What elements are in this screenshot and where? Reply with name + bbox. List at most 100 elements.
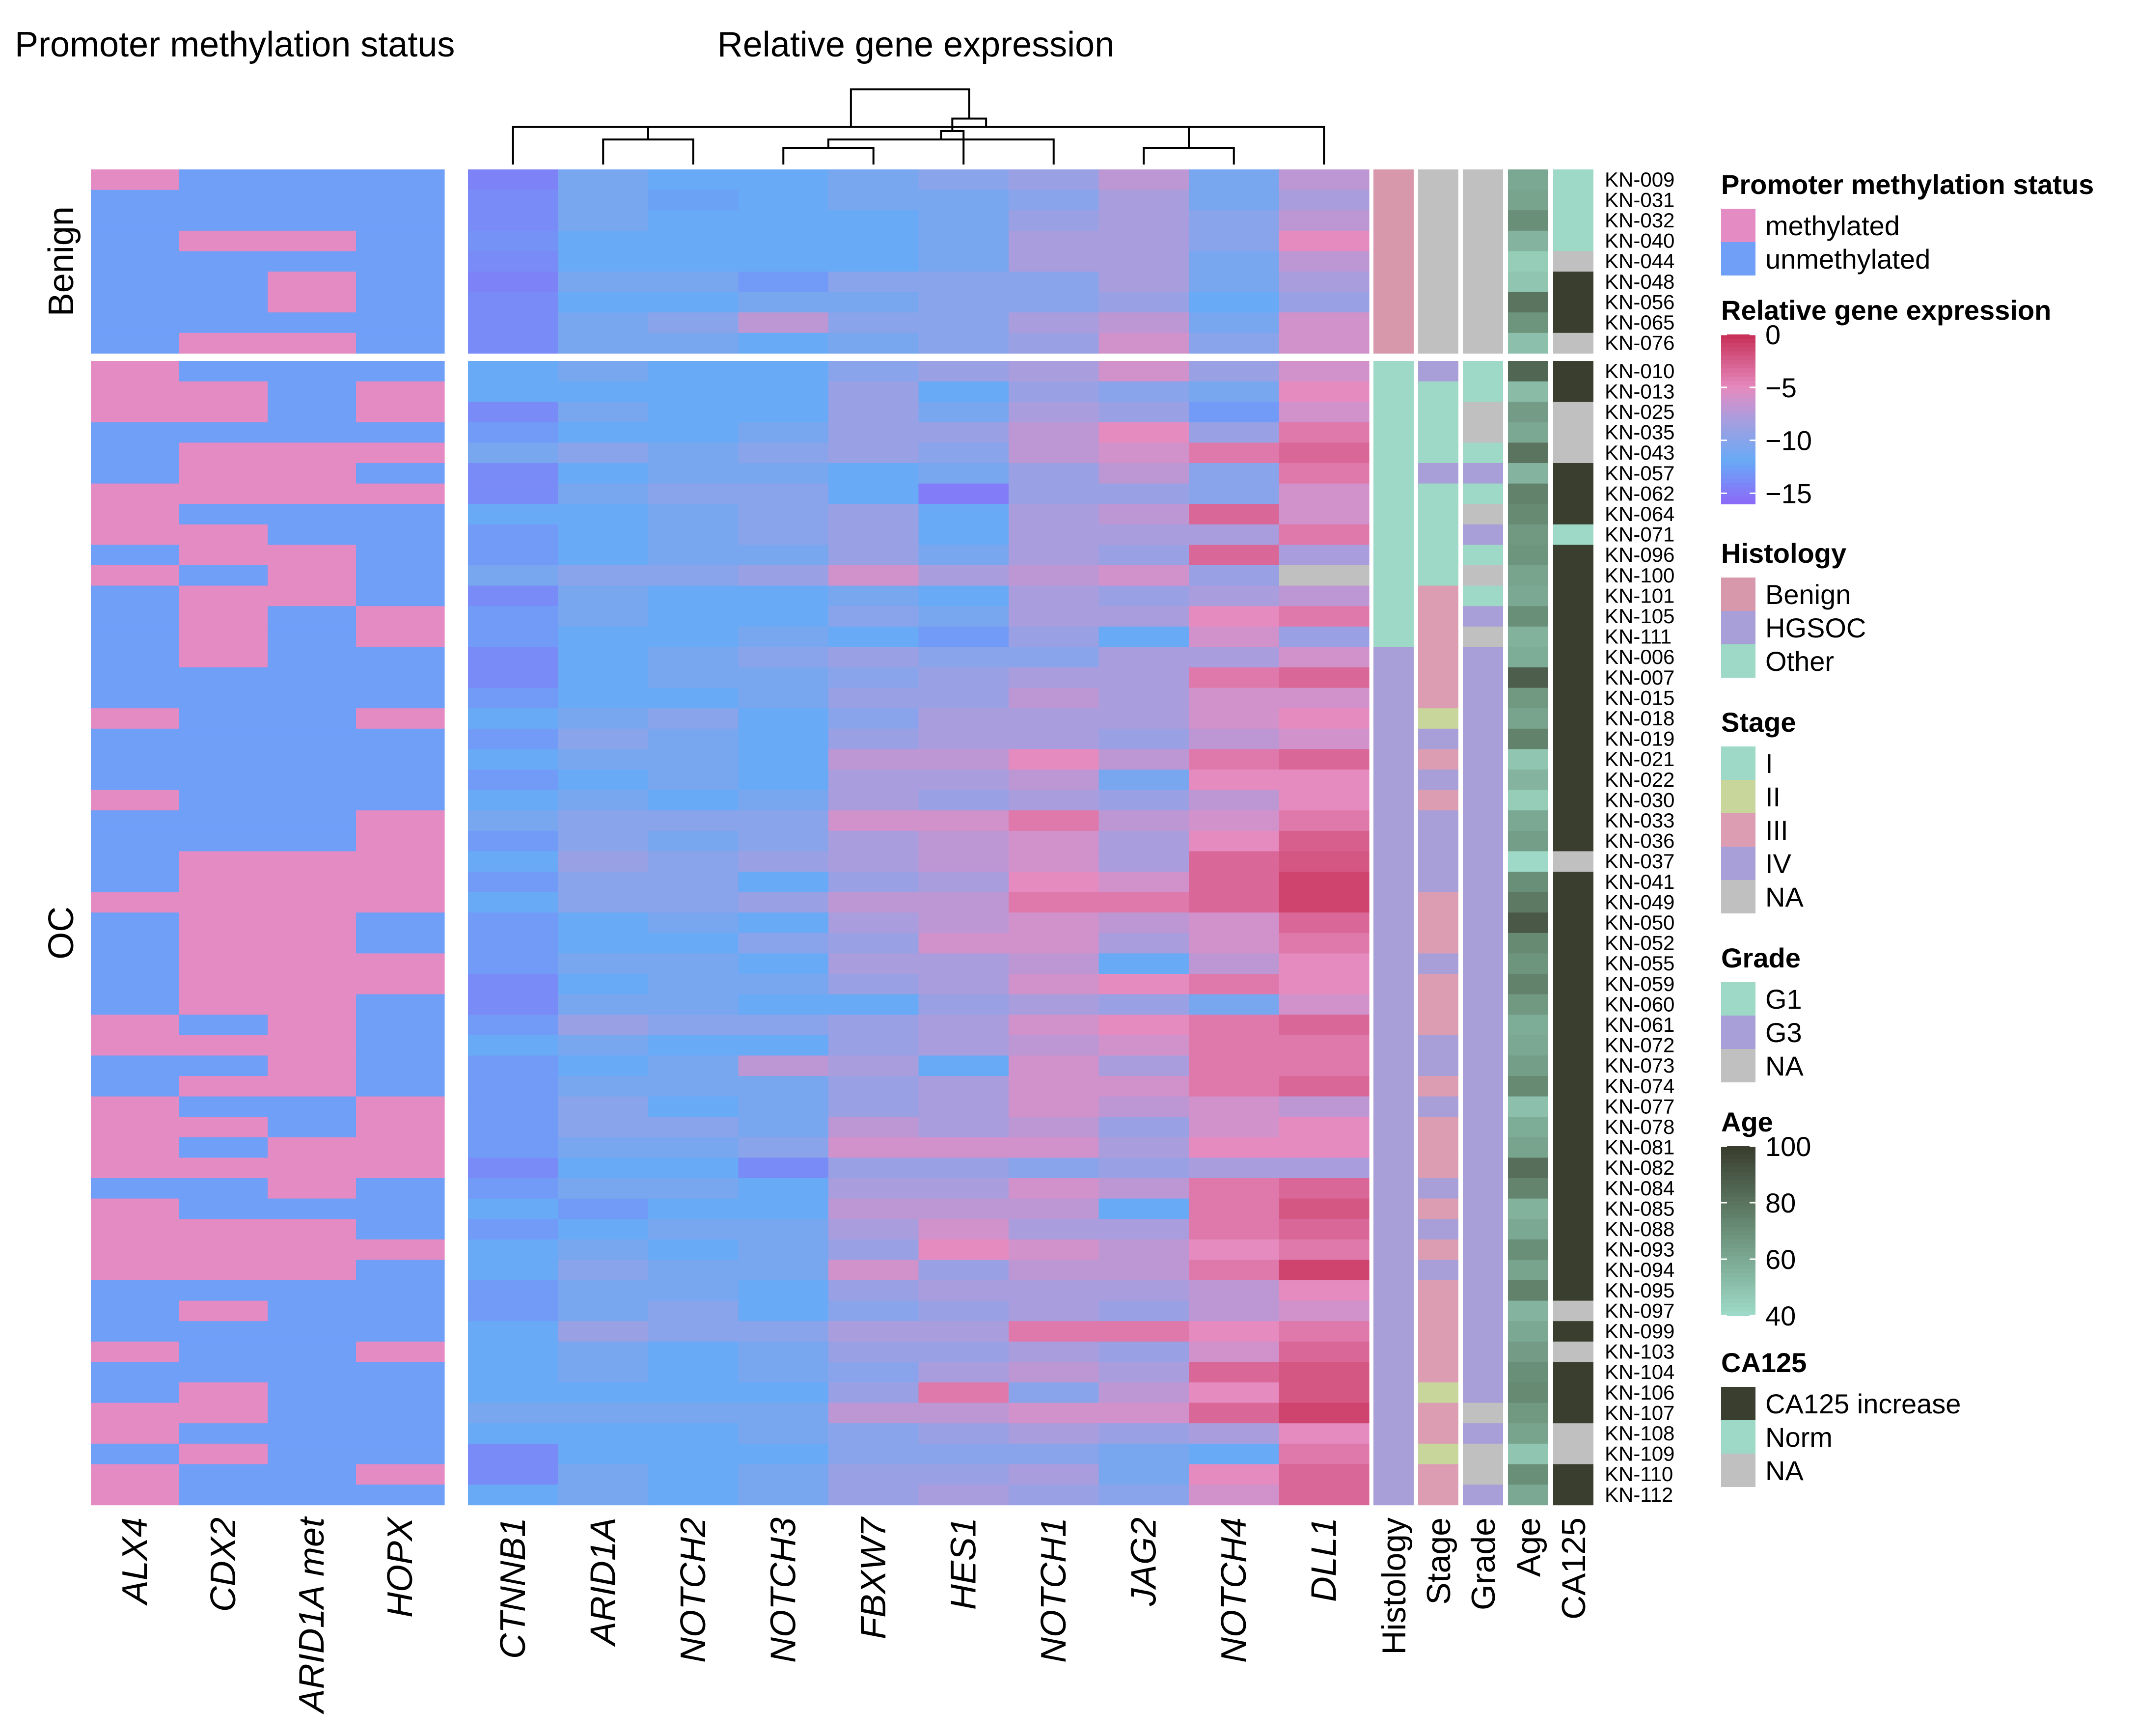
expression-cell <box>918 749 1009 770</box>
histology-cell <box>1373 402 1414 423</box>
expression-cell <box>1279 1055 1370 1076</box>
expression-cell <box>1098 1443 1189 1464</box>
methylation-cell <box>179 381 268 402</box>
expression-cell <box>918 463 1009 484</box>
histology-cell <box>1373 565 1414 586</box>
expression-cell <box>1098 1015 1189 1036</box>
expression-cell <box>738 708 829 729</box>
expression-cell <box>468 422 559 443</box>
expression-cell <box>558 953 649 974</box>
expression-cell <box>558 504 649 525</box>
ca125-cell <box>1553 1464 1593 1485</box>
legend-gradient-expression <box>1721 495 1755 500</box>
expression-cell <box>558 312 649 333</box>
methylation-cell <box>268 251 356 272</box>
legend-gradient-expression <box>1721 453 1755 458</box>
ca125-cell <box>1553 483 1593 504</box>
expression-cell <box>1189 210 1280 231</box>
stage-cell <box>1418 1403 1458 1424</box>
column-labels: ALX4 CDX2 ARID1A met HOPX CTNNB1 ARID1A NOTCH2… <box>115 1516 1592 1714</box>
expression-cell <box>738 463 829 484</box>
age-cell <box>1508 626 1548 647</box>
methylation-cell <box>91 332 180 354</box>
expression-cell <box>558 1341 649 1362</box>
expression-cell <box>1189 169 1280 191</box>
expression-cell <box>558 647 649 668</box>
expression-title: Relative gene expression <box>717 25 1115 64</box>
methylation-cell <box>91 442 180 464</box>
expression-cell <box>558 1362 649 1383</box>
expression-cell <box>1189 790 1280 811</box>
methylation-cell <box>268 1035 356 1056</box>
methylation-cell <box>179 1362 268 1383</box>
age-cell <box>1508 190 1548 211</box>
expression-cell <box>558 912 649 934</box>
methylation-cell <box>91 251 180 272</box>
expression-cell <box>828 1157 919 1179</box>
methylation-cell <box>179 1382 268 1404</box>
dendrogram-branch <box>1143 147 1235 165</box>
expression-cell <box>918 1239 1009 1260</box>
expression-cell <box>1189 361 1280 382</box>
methylation-cell <box>91 1403 180 1424</box>
expression-cell <box>738 851 829 872</box>
grade-cell <box>1463 1157 1503 1179</box>
expression-cell <box>1009 626 1099 647</box>
methylation-cell <box>179 1443 268 1464</box>
expression-cell <box>1279 361 1370 382</box>
expression-cell <box>918 1321 1009 1342</box>
expression-cell <box>918 545 1009 566</box>
expression-cell <box>558 1300 649 1322</box>
sample-label: KN-078 <box>1605 1115 1674 1138</box>
expression-cell <box>828 361 919 382</box>
age-cell <box>1508 1076 1548 1097</box>
legend-gradient-age <box>1721 1163 1755 1168</box>
methylation-cell <box>179 1035 268 1056</box>
expression-cell <box>918 770 1009 791</box>
legend-gradient-age <box>1721 1222 1755 1227</box>
legend-title-age: Age <box>1721 1106 1773 1137</box>
methylation-cell <box>356 1300 445 1322</box>
legend-gradient-age <box>1721 1146 1755 1151</box>
expression-cell <box>558 790 649 811</box>
grade-cell <box>1463 1096 1503 1117</box>
methylation-cell <box>356 749 445 770</box>
sample-label: KN-009 <box>1605 168 1674 191</box>
ca125-cell <box>1553 912 1593 934</box>
histology-cell <box>1373 953 1414 974</box>
expression-cell <box>1009 1443 1099 1464</box>
expression-cell <box>1009 524 1099 545</box>
grade-cell <box>1463 1300 1503 1322</box>
expression-cell <box>468 667 559 689</box>
methylation-cell <box>91 708 180 729</box>
expression-cell <box>648 332 739 354</box>
methylation-cell <box>356 830 445 852</box>
sample-label: KN-093 <box>1605 1238 1674 1261</box>
grade-cell <box>1463 892 1503 913</box>
methylation-cell <box>179 210 268 231</box>
sample-label: KN-095 <box>1605 1279 1674 1302</box>
grade-cell <box>1463 1117 1503 1138</box>
expression-cell <box>1009 312 1099 333</box>
histology-cell <box>1373 524 1414 545</box>
expression-cell <box>1189 1055 1280 1076</box>
ca125-cell <box>1553 1157 1593 1179</box>
expression-cell <box>1189 312 1280 333</box>
age-cell <box>1508 381 1548 402</box>
methylation-cell <box>91 361 180 382</box>
methylation-cell <box>179 688 268 709</box>
grade-cell <box>1463 1280 1503 1301</box>
expression-cell <box>648 1157 739 1179</box>
expression-cell <box>918 872 1009 893</box>
legend-label-grade: G3 <box>1765 1017 1802 1048</box>
expression-cell <box>1098 647 1189 668</box>
age-cell <box>1508 1300 1548 1322</box>
legend-gradient-expression <box>1721 474 1755 479</box>
methylation-cell <box>91 565 180 586</box>
expression-cell <box>468 1219 559 1240</box>
age-cell <box>1508 1362 1548 1383</box>
expression-cell <box>918 933 1009 954</box>
stage-cell <box>1418 361 1458 382</box>
legend-gradient-expression <box>1721 444 1755 449</box>
methylation-cell <box>91 312 180 333</box>
